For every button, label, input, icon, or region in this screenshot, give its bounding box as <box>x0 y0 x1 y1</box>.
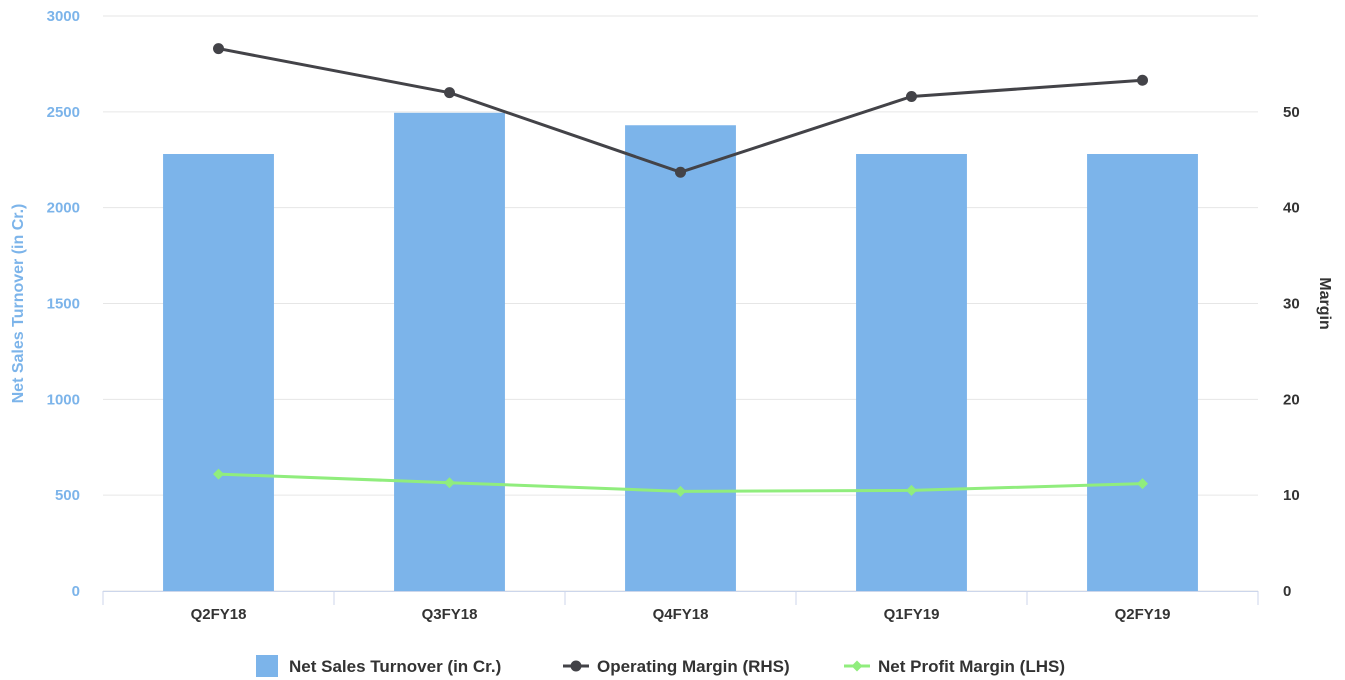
bar <box>163 154 274 591</box>
y-left-tick-label: 2500 <box>47 104 80 121</box>
data-point <box>675 485 686 497</box>
legend-label: Net Profit Margin (LHS) <box>878 657 1065 676</box>
data-point <box>213 43 224 55</box>
data-point <box>906 91 917 102</box>
y-left-tick-label: 500 <box>55 487 80 504</box>
y-left-tick-label: 1000 <box>47 391 80 408</box>
y-left-tick-label: 2000 <box>47 200 80 217</box>
bar <box>625 125 736 591</box>
data-point <box>1137 74 1148 86</box>
y-right-tick-label: 50 <box>1283 104 1300 121</box>
data-point <box>1137 478 1148 490</box>
data-point <box>906 484 917 496</box>
y-right-tick-label: 20 <box>1283 391 1300 408</box>
bars-layer <box>163 112 1198 592</box>
y-right-tick-label: 40 <box>1283 200 1300 217</box>
y-left-tick-label: 3000 <box>47 8 80 25</box>
axes-layer: 0 500 1000 1500 2000 2500 3000 0 10 20 30 40 50 Q2FY1… <box>10 8 1333 623</box>
bar <box>856 154 967 591</box>
legend: Net Sales Turnover (in Cr.) Operating Mar… <box>256 655 1065 677</box>
data-point <box>444 87 455 99</box>
legend-marker <box>570 660 582 672</box>
x-tick-label: Q1FY19 <box>884 606 940 623</box>
x-tick-label: Q4FY18 <box>653 606 709 623</box>
y-right-tick-label: 30 <box>1283 296 1300 313</box>
bar <box>394 112 505 592</box>
x-tick-label: Q2FY19 <box>1115 606 1171 623</box>
legend-swatch <box>256 655 278 677</box>
x-tick-label: Q2FY18 <box>191 606 247 623</box>
y-left-tick-label: 0 <box>72 583 80 600</box>
data-point <box>444 477 455 489</box>
data-point <box>213 468 224 480</box>
y-left-axis-title: Net Sales Turnover (in Cr.) <box>10 204 27 404</box>
y-right-tick-label: 10 <box>1283 487 1300 504</box>
x-tick-label: Q3FY18 <box>422 606 478 623</box>
y-right-axis-title: Margin <box>1316 277 1333 329</box>
data-point <box>675 166 686 178</box>
bar <box>1087 154 1198 591</box>
legend-marker <box>851 660 863 672</box>
lines-layer <box>213 43 1148 497</box>
legend-label: Net Sales Turnover (in Cr.) <box>289 657 501 676</box>
legend-label: Operating Margin (RHS) <box>597 657 790 676</box>
y-right-tick-label: 0 <box>1283 583 1291 600</box>
y-left-tick-label: 1500 <box>47 296 80 313</box>
